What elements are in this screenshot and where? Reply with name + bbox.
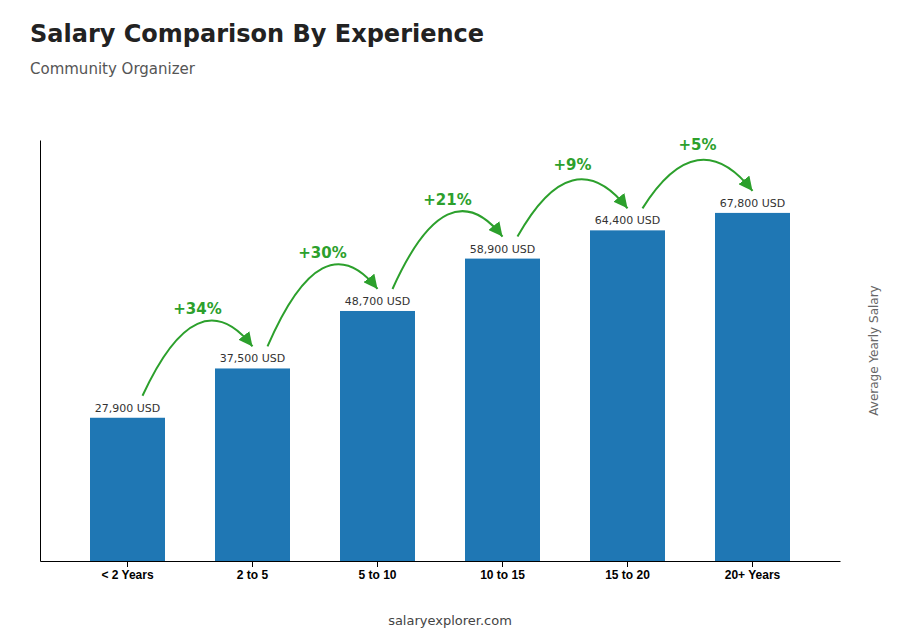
change-arrow (268, 264, 378, 346)
bar (715, 213, 790, 561)
change-label: +9% (553, 156, 591, 174)
y-axis-label: Average Yearly Salary (867, 285, 881, 415)
x-tick: 5 to 10 (358, 561, 396, 582)
subtitle: Community Organizer (30, 60, 196, 78)
change-arrow (393, 211, 503, 289)
bar (340, 311, 415, 561)
x-tick-mark (502, 561, 503, 567)
change-label: +21% (423, 191, 471, 209)
x-tick-mark (627, 561, 628, 567)
x-tick-label: 2 to 5 (237, 568, 269, 582)
x-tick: 20+ Years (725, 561, 781, 582)
y-axis-line (40, 141, 41, 562)
bar (590, 230, 665, 561)
annotations: +34% +30% +21% +9% +5% (143, 136, 753, 395)
x-tick-mark (377, 561, 378, 567)
x-tick-mark (752, 561, 753, 567)
change-label: +34% (173, 300, 221, 318)
x-tick-label: 20+ Years (725, 568, 781, 582)
bar (215, 368, 290, 561)
data-label: 67,800 USD (720, 197, 786, 210)
bar (465, 259, 540, 561)
data-labels: 27,900 USD 37,500 USD 48,700 USD 58,900 USD… (95, 197, 786, 415)
x-axis-line (41, 561, 841, 562)
footer: salaryexplorer.com (388, 613, 512, 628)
x-tick: < 2 Years (101, 561, 153, 582)
x-tick-mark (127, 561, 128, 567)
y-axis (40, 141, 41, 562)
data-label: 37,500 USD (220, 352, 286, 365)
title: Salary Comparison By Experience (30, 20, 484, 48)
x-tick-mark (252, 561, 253, 567)
x-tick-label: < 2 Years (101, 568, 153, 582)
change-label: +30% (298, 244, 346, 262)
change-arrow (143, 321, 253, 396)
x-tick-label: 15 to 20 (605, 568, 650, 582)
x-tick-label: 5 to 10 (358, 568, 396, 582)
chart: Salary Comparison By Experience Community… (0, 0, 900, 641)
x-tick: 2 to 5 (237, 561, 269, 582)
change-label: +5% (678, 136, 716, 154)
data-label: 27,900 USD (95, 402, 161, 415)
data-label: 64,400 USD (595, 214, 661, 227)
bar (90, 418, 165, 561)
x-tick-label: 10 to 15 (480, 568, 525, 582)
change-arrow (518, 179, 628, 236)
x-tick: 15 to 20 (605, 561, 650, 582)
data-label: 48,700 USD (345, 295, 411, 308)
x-axis: < 2 Years 2 to 5 5 to 10 10 to 15 15 to 20 20… (41, 561, 841, 582)
plot-area (90, 213, 790, 561)
x-tick: 10 to 15 (480, 561, 525, 582)
change-arrow (643, 160, 753, 209)
data-label: 58,900 USD (470, 243, 536, 256)
